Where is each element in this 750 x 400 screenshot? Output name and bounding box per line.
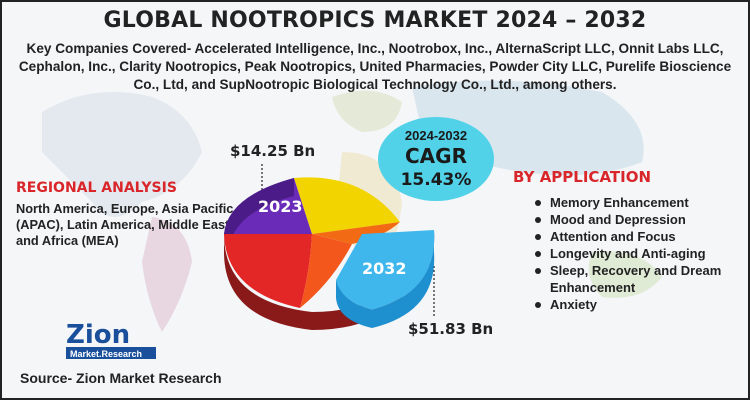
bullet-icon <box>535 200 541 206</box>
logo-wordmark: Zion <box>66 320 130 350</box>
logo-subtitle: Market.Research <box>70 349 142 359</box>
list-item: Memory Enhancement <box>532 194 742 211</box>
application-list: Memory Enhancement Mood and Depression A… <box>532 194 742 313</box>
application-item-label: Attention and Focus <box>550 229 676 244</box>
regional-analysis-heading: REGIONAL ANALYSIS <box>16 180 177 196</box>
slice-label-2023: 2023 <box>258 197 303 216</box>
cagr-label: CAGR <box>405 144 467 168</box>
pie-slice-orange <box>312 222 400 244</box>
bullet-icon <box>535 302 541 308</box>
list-item: Anxiety <box>532 296 742 313</box>
cagr-period: 2024-2032 <box>404 128 468 143</box>
market-value-2023: $14.25 Bn <box>230 142 316 160</box>
application-item-label: Mood and Depression <box>550 212 686 227</box>
pie-slice-blue <box>336 230 435 310</box>
zion-logo: Zion Market.Research <box>66 320 156 359</box>
list-item: Mood and Depression <box>532 211 742 228</box>
cagr-bubble: 2024-2032 CAGR 15.43% <box>378 117 494 201</box>
list-item: Sleep, Recovery and Dream Enhancement <box>532 262 742 296</box>
cagr-value: 15.43% <box>400 170 472 190</box>
page-title: GLOBAL NOOTROPICS MARKET 2024 – 2032 <box>103 8 647 33</box>
key-companies-text: Key Companies Covered- Accelerated Intel… <box>18 41 732 92</box>
bullet-icon <box>535 217 541 223</box>
by-application-heading: BY APPLICATION <box>513 168 652 186</box>
application-item-label: Longevity and Anti-aging <box>550 246 706 261</box>
slice-label-2032: 2032 <box>362 259 407 278</box>
market-value-2032: $51.83 Bn <box>408 320 494 338</box>
application-item-label: Memory Enhancement <box>550 195 689 210</box>
bullet-icon <box>535 251 541 257</box>
pie-slice-yellow <box>294 177 400 234</box>
pie-depth <box>224 234 402 330</box>
logo-subtitle-bar <box>66 347 156 359</box>
list-item: Attention and Focus <box>532 228 742 245</box>
list-item: Longevity and Anti-aging <box>532 245 742 262</box>
pie-slice-red <box>224 234 312 308</box>
pie-slice-purple-side <box>224 178 294 252</box>
regional-analysis-text: North America, Europe, Asia Pacific (APA… <box>16 201 234 248</box>
3d-pie-graphic: 2023 2032 <box>224 164 435 330</box>
pie-slice-blue-side <box>336 230 435 328</box>
source-credit: Source- Zion Market Research <box>20 370 222 386</box>
application-item-label: Sleep, Recovery and Dream Enhancement <box>550 263 722 295</box>
bullet-icon <box>535 268 541 274</box>
pie-slice-orange-lower <box>300 234 352 308</box>
application-item-label: Anxiety <box>550 297 597 312</box>
bullet-icon <box>535 234 541 240</box>
